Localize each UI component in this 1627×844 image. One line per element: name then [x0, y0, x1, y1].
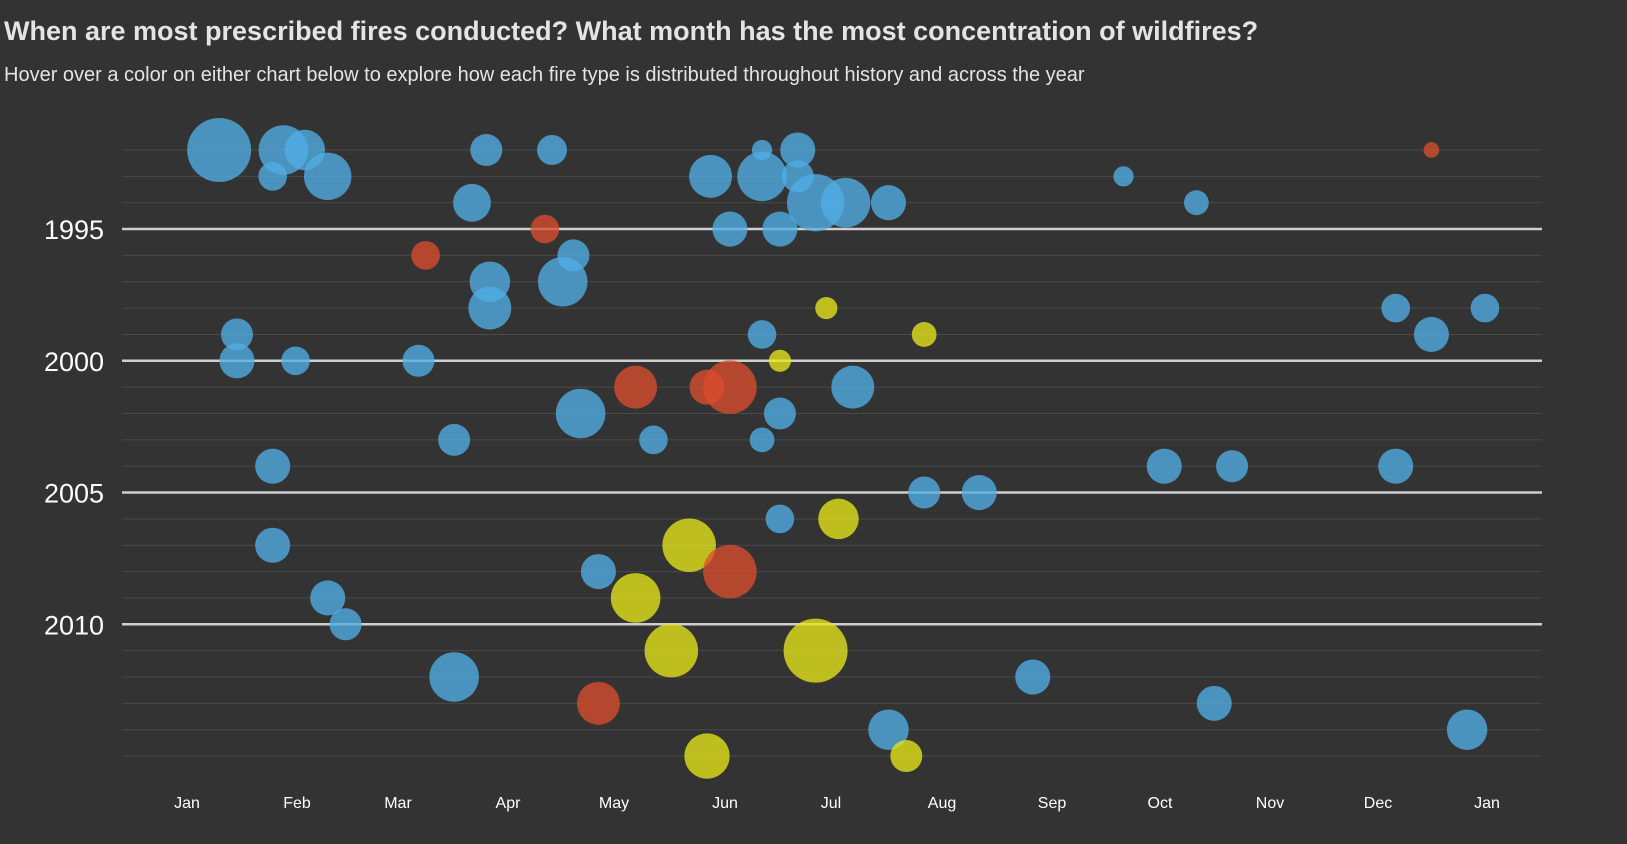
fire-point[interactable] [1183, 190, 1209, 216]
fire-point[interactable] [815, 297, 838, 320]
fire-point[interactable] [737, 151, 787, 202]
fire-point[interactable] [763, 397, 796, 430]
y-tick-label: 2010 [44, 610, 104, 640]
fire-point[interactable] [187, 118, 252, 182]
fire-point[interactable] [762, 211, 798, 247]
fire-point[interactable] [684, 733, 730, 779]
fire-point[interactable] [468, 286, 512, 330]
y-axis: 1995 2000 2005 2010 [44, 215, 104, 640]
fire-point[interactable] [219, 343, 255, 379]
x-axis: Jan Feb Mar Apr May Jun Jul Aug Sep Oct Nov Dec Jan [174, 795, 1500, 812]
fire-point[interactable] [537, 256, 588, 307]
y-tick-label: 2000 [44, 347, 104, 377]
fire-point[interactable] [1216, 450, 1249, 483]
fire-point[interactable] [411, 241, 440, 270]
fire-point[interactable] [310, 580, 346, 616]
x-tick-label: Dec [1364, 795, 1392, 812]
fire-point[interactable] [820, 177, 871, 228]
fire-point[interactable] [783, 618, 848, 683]
fire-point[interactable] [1446, 709, 1488, 750]
x-tick-label: Jul [821, 795, 841, 812]
fire-point[interactable] [703, 360, 757, 414]
x-tick-label: Apr [496, 795, 522, 812]
x-tick-label: Jan [1474, 795, 1500, 812]
chart-title: When are most prescribed fires conducted… [4, 16, 1259, 46]
chart-subtitle: Hover over a color on either chart below… [4, 64, 1085, 86]
fire-point[interactable] [870, 185, 907, 221]
fire-point[interactable] [1113, 166, 1134, 187]
fire-point[interactable] [765, 504, 795, 534]
fire-point[interactable] [1015, 659, 1051, 695]
x-tick-label: Jan [174, 795, 200, 812]
fire-point[interactable] [831, 365, 875, 409]
fire-point[interactable] [639, 425, 668, 455]
fire-point[interactable] [255, 527, 291, 563]
fire-point[interactable] [453, 183, 491, 222]
x-tick-label: May [599, 795, 629, 812]
fire-point[interactable] [747, 320, 777, 349]
fire-point[interactable] [576, 681, 620, 725]
fire-point[interactable] [1378, 448, 1414, 484]
fire-point[interactable] [220, 318, 253, 351]
x-tick-label: Nov [1256, 795, 1284, 812]
fire-point[interactable] [780, 132, 816, 168]
x-tick-label: Mar [384, 795, 412, 812]
fire-point[interactable] [580, 554, 616, 590]
y-tick-label: 2005 [44, 479, 104, 509]
fire-point[interactable] [438, 423, 471, 456]
fire-point[interactable] [429, 652, 479, 702]
fire-point[interactable] [1413, 316, 1449, 352]
fire-point[interactable] [255, 448, 291, 484]
fire-point[interactable] [258, 162, 287, 191]
fire-point[interactable] [1470, 293, 1500, 323]
fire-point[interactable] [961, 475, 997, 511]
fire-point[interactable] [911, 322, 937, 347]
fire-point[interactable] [768, 349, 791, 372]
fire-point[interactable] [614, 365, 658, 409]
fire-point[interactable] [281, 346, 310, 376]
fire-point[interactable] [818, 498, 859, 540]
x-tick-label: Sep [1038, 795, 1067, 812]
fire-point[interactable] [470, 134, 503, 166]
fire-point[interactable] [530, 214, 560, 244]
fire-point[interactable] [908, 476, 941, 509]
fire-points[interactable] [187, 118, 1500, 779]
fire-point[interactable] [644, 623, 699, 678]
x-tick-label: Oct [1148, 795, 1173, 812]
fire-point[interactable] [537, 134, 568, 166]
x-tick-label: Jun [712, 795, 738, 812]
fire-point[interactable] [1146, 448, 1182, 484]
fire-point[interactable] [868, 709, 909, 750]
fire-point[interactable] [610, 573, 661, 623]
fire-point[interactable] [303, 152, 352, 201]
x-tick-label: Feb [283, 795, 311, 812]
fire-point[interactable] [662, 518, 716, 573]
fire-point[interactable] [1423, 142, 1440, 158]
fire-point[interactable] [1381, 293, 1411, 323]
fire-point[interactable] [329, 608, 362, 641]
fire-point[interactable] [689, 154, 733, 198]
x-tick-label: Aug [928, 795, 956, 812]
fire-point[interactable] [555, 388, 606, 439]
fire-point[interactable] [703, 544, 757, 599]
fire-point[interactable] [749, 427, 775, 453]
fire-point[interactable] [890, 740, 923, 773]
fire-point[interactable] [402, 344, 435, 377]
fire-point[interactable] [1196, 685, 1232, 721]
fire-point[interactable] [712, 211, 748, 247]
y-tick-label: 1995 [44, 215, 104, 245]
